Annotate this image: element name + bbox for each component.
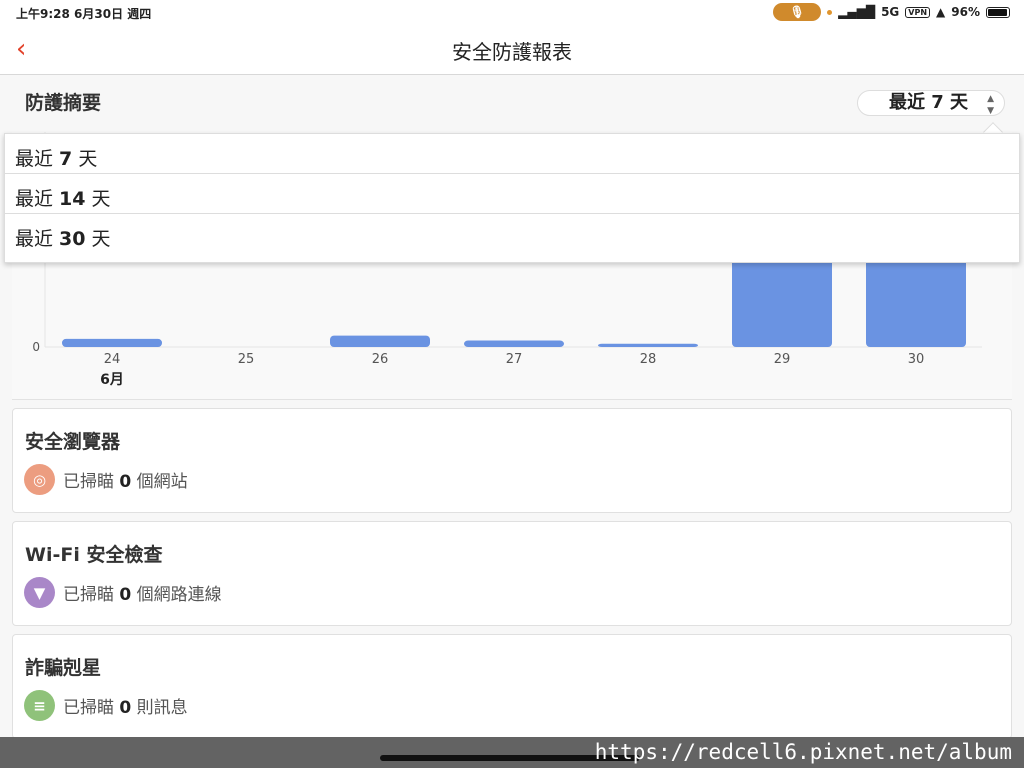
card-stat: 已掃瞄 0 個網路連線 <box>63 585 222 605</box>
person-icon: ▲ <box>936 5 946 19</box>
nav-bar: ‹ 安全防護報表 <box>0 24 1024 75</box>
month-label: 6月 <box>100 372 124 388</box>
range-option-14[interactable]: 最近 14 天 <box>5 174 1019 214</box>
network-type: 5G <box>881 5 900 19</box>
message-icon: ≡ <box>24 690 55 721</box>
battery-icon <box>986 6 1010 18</box>
status-time: 上午9:28 6月30日 週四 <box>16 7 152 21</box>
wifi-icon: ▼ <box>24 577 55 608</box>
x-tick-label: 29 <box>774 352 791 367</box>
range-select-value: 最近 7 天 <box>889 92 969 113</box>
x-tick-label: 27 <box>506 352 523 367</box>
watermark-strip <box>0 737 1024 768</box>
search-icon: ◎ <box>24 464 55 495</box>
range-option-30[interactable]: 最近 30 天 <box>15 228 111 250</box>
range-option-7[interactable]: 最近 7 天 <box>5 134 1019 174</box>
card-title: Wi-Fi 安全檢查 <box>25 544 163 566</box>
card-stat: 已掃瞄 0 則訊息 <box>63 698 188 718</box>
battery-percent: 96% <box>951 5 980 19</box>
bar-27 <box>464 340 564 347</box>
summary-title: 防護摘要 <box>25 92 102 114</box>
card-safe-browser[interactable]: 安全瀏覽器 ◎ 已掃瞄 0 個網站 <box>12 408 1012 513</box>
x-tick-label: 28 <box>640 352 657 367</box>
range-dropdown: 最近 7 天 最近 14 天 最近 30 天 <box>4 133 1020 263</box>
privacy-dot-icon <box>827 9 833 15</box>
card-wifi-check[interactable]: Wi-Fi 安全檢查 ▼ 已掃瞄 0 個網路連線 <box>12 521 1012 626</box>
bar-28 <box>598 343 698 347</box>
bar-26 <box>330 335 430 347</box>
x-tick-label: 25 <box>238 352 255 367</box>
y-tick-label: 0 <box>32 340 40 354</box>
status-bar: 上午9:28 6月30日 週四 🎙 ▂▄▆█ 5G VPN ▲ 96% <box>0 0 1024 24</box>
x-tick-label: 24 <box>104 352 121 367</box>
watermark: https://redcell6.pixnet.net/album <box>594 740 1012 764</box>
signal-icon: ▂▄▆█ <box>838 5 876 19</box>
card-stat: 已掃瞄 0 個網站 <box>63 472 188 492</box>
back-button[interactable]: ‹ <box>16 34 27 64</box>
card-title: 詐騙剋星 <box>25 657 102 679</box>
bar-24 <box>62 338 162 347</box>
microphone-icon: 🎙 <box>773 3 822 21</box>
x-tick-label: 30 <box>908 352 925 367</box>
home-indicator[interactable] <box>380 755 640 761</box>
card-title: 安全瀏覽器 <box>25 431 121 453</box>
x-tick-label: 26 <box>372 352 389 367</box>
vpn-badge: VPN <box>905 6 931 18</box>
range-select[interactable]: 最近 7 天 ▲ ▼ <box>857 90 1005 116</box>
page-title: 安全防護報表 <box>452 40 572 64</box>
card-scam-buster[interactable]: 詐騙剋星 ≡ 已掃瞄 0 則訊息 <box>12 634 1012 739</box>
chevron-up-down-icon: ▲ ▼ <box>987 94 994 116</box>
